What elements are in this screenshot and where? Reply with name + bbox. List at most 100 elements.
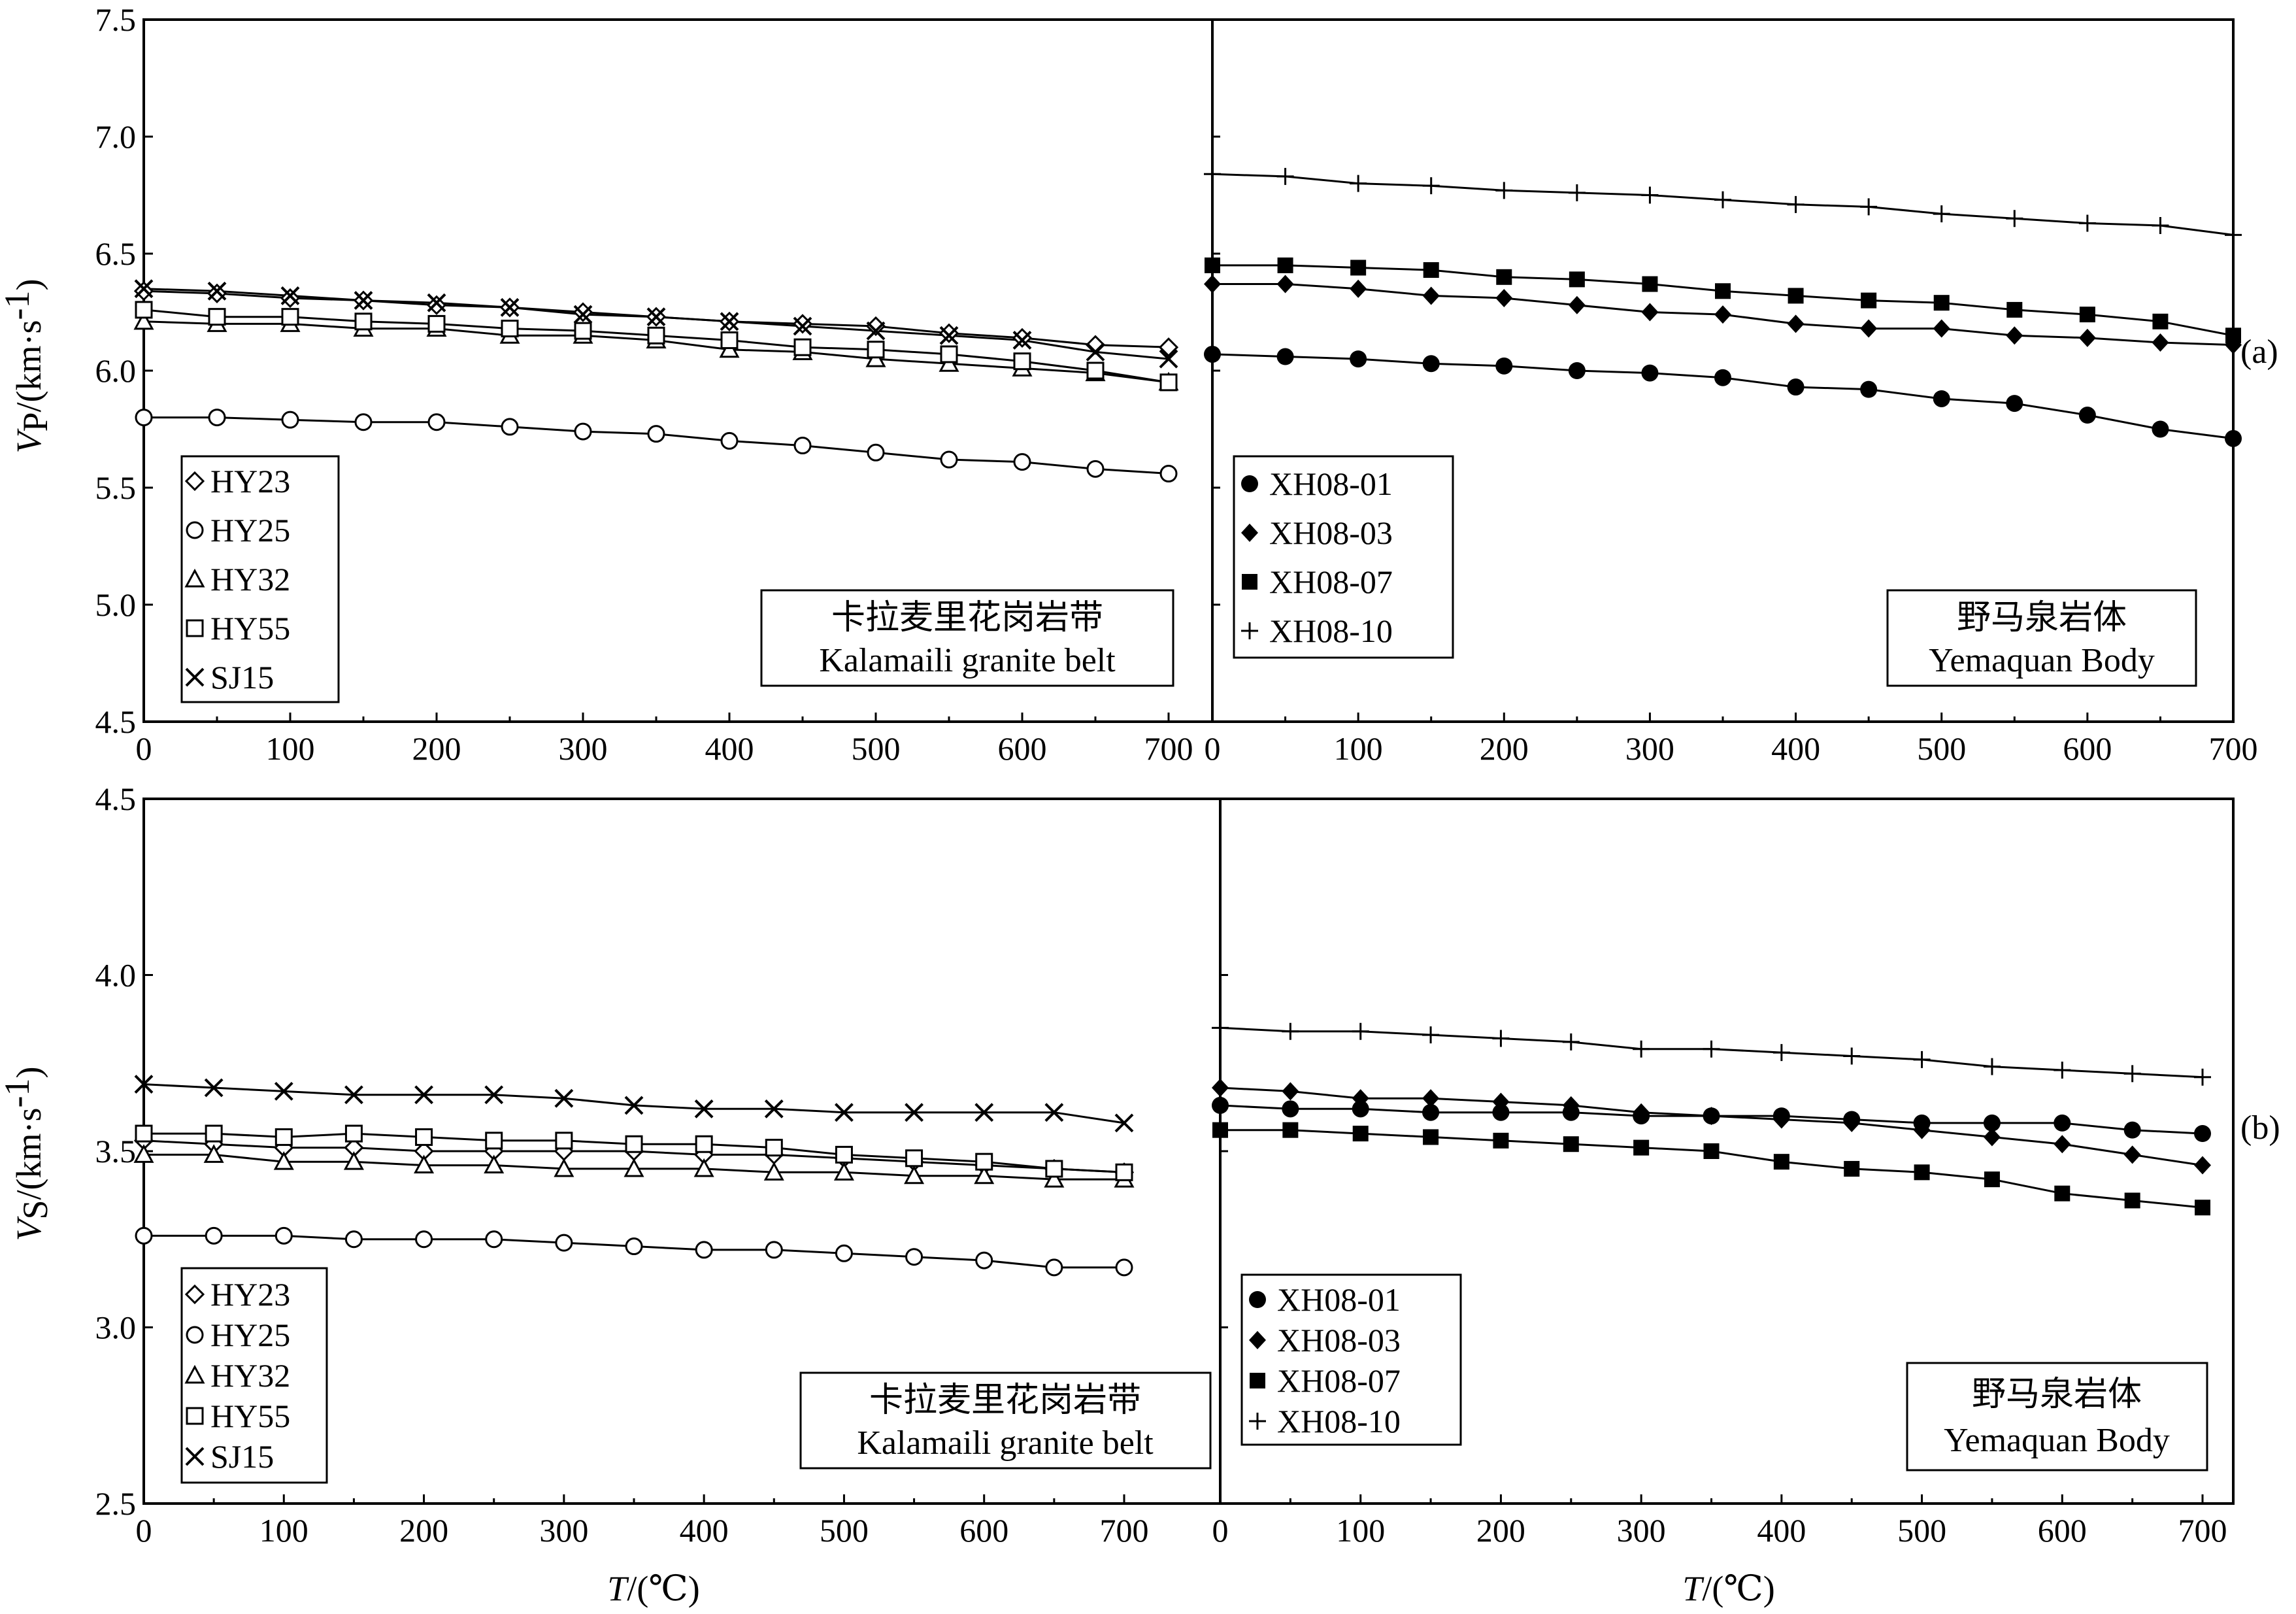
vs-yemaquan-point-xh08-03 [1492, 1092, 1510, 1111]
vp-kalamaili-point-sj15 [280, 286, 300, 305]
vs-kalamaili-point-hy55 [905, 1149, 923, 1168]
vp-yemaquan-point-xh08-07 [1277, 257, 1293, 273]
vp-kalamaili-point-hy25 [427, 413, 446, 431]
vp-kalamaili-point-hy23 [573, 302, 593, 322]
vp-yemaquan-point-xh08-10 [1422, 177, 1440, 195]
vp-kalamaili-legend-label-hy23: HY23 [210, 463, 290, 499]
vs-kalamaili-point-hy55 [275, 1128, 293, 1146]
vs-kalamaili-legend-label-hy32: HY32 [210, 1357, 290, 1394]
vp-kalamaili-point-hy25 [208, 409, 226, 427]
vs-kalamaili-point-sj15 [344, 1085, 363, 1105]
vp-kalamaili-point-hy55 [867, 341, 885, 359]
vp-yemaquan-point-xh08-10 [1568, 184, 1586, 201]
vs-yemaquan-point-xh08-10 [1492, 1030, 1510, 1047]
vs-kalamaili-point-hy55 [135, 1124, 153, 1143]
vp-kalamaili-point-sj15 [646, 307, 666, 327]
vs-kalamaili-point-hy25 [555, 1234, 573, 1252]
vp-kalamaili-point-hy23 [1012, 328, 1033, 348]
vs-kalamaili-point-hy25 [135, 1226, 153, 1245]
vp-kalamaili-point-hy23 [792, 314, 813, 334]
vp-yemaquan-point-xh08-07 [1788, 288, 1804, 304]
vp-kalamaili-point-sj15 [134, 279, 154, 299]
vp-kalamaili-point-hy25 [135, 409, 153, 427]
vs-kalamaili-x-label: T/(℃) [607, 1569, 699, 1608]
vs-kalamaili-point-hy25 [695, 1241, 713, 1259]
vp-kalamaili-xtick-label: 200 [412, 730, 461, 767]
vs-kalamaili-legend-label-hy23: HY23 [210, 1276, 290, 1313]
vp-yemaquan-point-xh08-01 [1204, 345, 1221, 363]
vp-kalamaili-legend-marker-hy23 [184, 471, 205, 492]
vs-kalamaili-xtick-label: 600 [959, 1512, 1008, 1549]
vp-kalamaili-legend-marker-hy55 [186, 619, 204, 637]
vs-kalamaili-point-hy55 [835, 1145, 853, 1164]
vp-kalamaili-point-hy55 [135, 301, 153, 319]
vp-yemaquan-annotation-zh: 野马泉岩体 [1957, 599, 2127, 637]
vs-yemaquan-point-xh08-07 [1773, 1154, 1789, 1170]
vp-yemaquan-xtick-label: 300 [1625, 730, 1674, 767]
vp-kalamaili-xtick-label: 100 [266, 730, 315, 767]
vs-yemaquan-point-xh08-01 [1282, 1100, 1299, 1118]
vp-yemaquan-point-xh08-01 [1860, 380, 1878, 398]
vs-yemaquan-point-xh08-07 [2054, 1185, 2071, 1202]
vp-kalamaili-point-hy23 [207, 283, 227, 303]
vp-yemaquan-point-xh08-01 [1933, 390, 1950, 407]
vp-yemaquan-point-xh08-10 [1933, 205, 1950, 223]
vp-kalamaili-annotation-zh: 卡拉麦里花岗岩带 [831, 599, 1103, 637]
vp-yemaquan-point-xh08-01 [1495, 357, 1513, 375]
vs-kalamaili-point-sj15 [764, 1099, 784, 1118]
vp-yemaquan-point-xh08-07 [1715, 283, 1731, 299]
vs-yemaquan-legend-label-xh08-03: XH08-03 [1277, 1322, 1401, 1358]
vp-kalamaili-point-sj15 [573, 305, 593, 324]
vp-yemaquan-legend-label-xh08-01: XH08-01 [1269, 465, 1393, 502]
vs-axis-close: ) [9, 1066, 48, 1078]
vp-kalamaili-ytick-label: 7.0 [95, 118, 137, 155]
vp-kalamaili-point-hy23 [939, 323, 959, 343]
vp-yemaquan-point-xh08-03 [2078, 328, 2096, 347]
vp-kalamaili-legend-marker-hy32 [184, 568, 205, 588]
vs-yemaquan-legend-label-xh08-07: XH08-07 [1277, 1362, 1401, 1399]
vs-yemaquan-point-xh08-07 [1844, 1160, 1860, 1177]
vs-yemaquan-point-xh08-01 [2123, 1121, 2141, 1139]
vp-kalamaili-ytick-label: 5.0 [95, 586, 137, 623]
vs-kalamaili-point-hy25 [1115, 1258, 1133, 1277]
vs-yemaquan-x-unit: /(℃) [1702, 1569, 1774, 1608]
panel-label-a: (a) [2240, 333, 2278, 371]
vs-kalamaili-point-hy32 [904, 1165, 925, 1185]
vp-yemaquan-annotation: 野马泉岩体 Yemaquan Body [1886, 589, 2197, 687]
vp-yemaquan-xtick-label: 700 [2209, 730, 2258, 767]
vs-yemaquan-point-xh08-10 [2054, 1062, 2071, 1079]
vs-kalamaili-point-hy55 [975, 1152, 993, 1171]
vp-yemaquan-legend-marker-xh08-01 [1241, 475, 1258, 492]
vs-yemaquan-legend-label-xh08-01: XH08-01 [1277, 1281, 1401, 1318]
vs-yemaquan-point-xh08-10 [1983, 1058, 2001, 1075]
vs-yemaquan-point-xh08-03 [1772, 1110, 1790, 1129]
vs-yemaquan-point-xh08-10 [2194, 1068, 2211, 1086]
vs-yemaquan-point-xh08-10 [1843, 1047, 1861, 1065]
vp-kalamaili-legend-marker-hy25 [186, 521, 204, 539]
vs-kalamaili-point-sj15 [974, 1103, 994, 1122]
vp-yemaquan-point-xh08-07 [1423, 262, 1439, 278]
vp-yemaquan-point-xh08-01 [2006, 395, 2023, 412]
vs-yemaquan-point-xh08-03 [1422, 1089, 1440, 1108]
vs-kalamaili-point-hy32 [203, 1144, 224, 1163]
vs-kalamaili-point-hy55 [205, 1124, 223, 1143]
vp-kalamaili-point-hy55 [793, 338, 812, 356]
vs-kalamaili-point-hy32 [974, 1165, 995, 1185]
vp-kalamaili-xtick-label: 400 [705, 730, 754, 767]
vp-yemaquan-point-xh08-01 [1422, 355, 1440, 373]
vs-kalamaili-ytick-label: 4.5 [95, 781, 137, 817]
vp-kalamaili-point-hy55 [940, 345, 958, 363]
vs-yemaquan-xtick-label: 300 [1617, 1512, 1666, 1549]
vp-yemaquan-legend-marker-xh08-07 [1242, 574, 1257, 590]
vs-yemaquan-point-xh08-03 [1352, 1089, 1369, 1108]
vp-yemaquan-point-xh08-03 [1714, 305, 1731, 324]
vs-kalamaili-ytick-label: 3.0 [95, 1309, 137, 1346]
vp-yemaquan-point-xh08-03 [1276, 275, 1294, 294]
vp-yemaquan-legend-marker-xh08-10 [1241, 622, 1258, 639]
vp-axis-label: VP/(km·s-1) [0, 278, 55, 453]
vs-kalamaili-legend-label-hy25: HY25 [210, 1317, 290, 1353]
vs-yemaquan-point-xh08-01 [1983, 1114, 2001, 1132]
vs-kalamaili-point-hy55 [1115, 1163, 1133, 1181]
vp-kalamaili-annotation-en: Kalamaili granite belt [819, 642, 1116, 679]
vp-kalamaili-point-hy25 [793, 437, 812, 455]
